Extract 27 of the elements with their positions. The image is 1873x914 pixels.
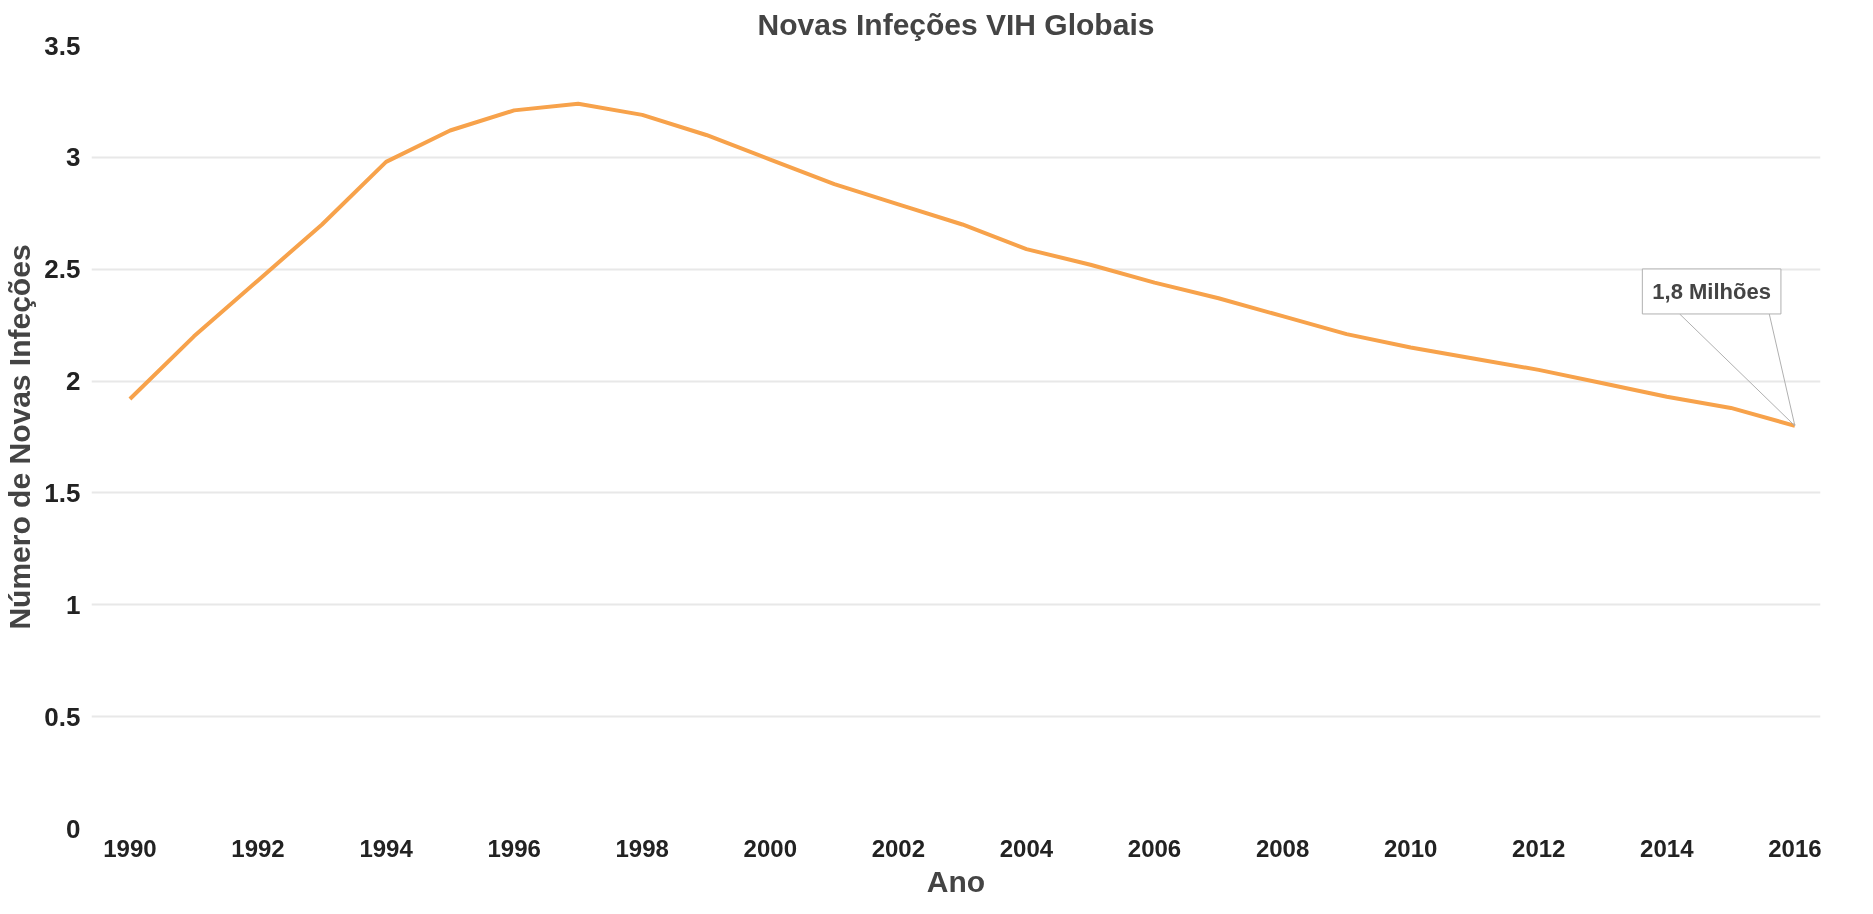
y-axis-title: Número de Novas Infeções (3, 244, 37, 630)
y-tick-label: 2.5 (44, 254, 81, 285)
x-tick-label: 2014 (1640, 834, 1695, 862)
y-tick-label: 1.5 (44, 477, 81, 508)
y-tick-label: 0 (66, 813, 81, 844)
x-tick-label: 1994 (359, 834, 414, 862)
x-axis-title: Ano (926, 864, 986, 898)
x-tick-label: 1998 (615, 834, 669, 862)
y-tick-label: 0.5 (44, 701, 81, 732)
x-tick-label: 2000 (743, 834, 797, 862)
x-tick-label: 1992 (231, 834, 285, 862)
x-tick-label: 2012 (1512, 834, 1566, 862)
x-tick-label: 1996 (487, 834, 541, 862)
y-tick-label: 1 (66, 589, 81, 620)
line-series (127, 101, 1797, 428)
x-tick-label: 2004 (999, 834, 1054, 862)
y-tick-label: 3 (66, 142, 81, 173)
y-tick-label: 2 (66, 366, 81, 397)
x-tick-label: 2010 (1383, 834, 1438, 862)
annotation: 1,8 Milhões (1652, 278, 1771, 304)
x-tick-label: 2016 (1768, 834, 1822, 862)
x-tick-label: 2008 (1255, 834, 1310, 862)
x-tick-label: 1990 (103, 834, 157, 862)
x-tick-label: 2006 (1127, 834, 1182, 862)
x-tick-label: 2002 (871, 834, 926, 862)
chart-title: Novas Infeções VIH Globais (757, 7, 1155, 41)
y-tick-label: 3.5 (44, 30, 81, 61)
